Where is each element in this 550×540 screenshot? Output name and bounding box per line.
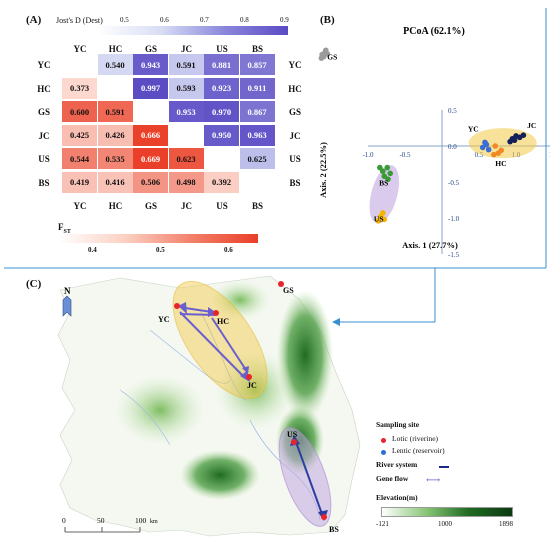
map-legend: Sampling site Lotic (riverine) Lentic (r… bbox=[376, 420, 546, 538]
scale-tick-50: 50 bbox=[97, 516, 105, 525]
mountain-ridge-southwest bbox=[180, 450, 260, 500]
north-arrow-icon bbox=[63, 296, 71, 316]
elevation-title: Elevation(m) bbox=[376, 493, 418, 502]
north-label: N bbox=[64, 286, 71, 296]
elevation-mid: 1000 bbox=[438, 520, 452, 528]
site-yc-label: YC bbox=[158, 315, 170, 324]
scale-tick-0: 0 bbox=[62, 516, 66, 525]
mountain-ridge-west bbox=[115, 375, 205, 445]
site-us-label: US bbox=[287, 430, 298, 439]
site-yc-marker bbox=[174, 303, 180, 309]
site-bs-label: BS bbox=[329, 525, 339, 534]
site-us-marker bbox=[291, 439, 297, 445]
site-jc-marker bbox=[246, 374, 252, 380]
gene-flow-swatch-icon: ⟷ bbox=[426, 475, 440, 486]
lentic-label: Lentic (reservoir) bbox=[392, 446, 445, 455]
scale-unit: km bbox=[150, 519, 158, 525]
river-system-swatch bbox=[439, 466, 449, 468]
gene-flow-label: Gene flow bbox=[376, 474, 408, 483]
river-system-label: River system bbox=[376, 460, 417, 469]
site-jc-label: JC bbox=[247, 381, 257, 390]
site-hc-label: HC bbox=[217, 317, 229, 326]
scale-bar bbox=[65, 527, 140, 532]
lentic-dot bbox=[381, 450, 386, 455]
site-bs-marker bbox=[321, 514, 327, 520]
scale-tick-100: 100 bbox=[135, 516, 147, 525]
lotic-label: Lotic (riverine) bbox=[392, 434, 438, 443]
site-hc-marker bbox=[213, 310, 219, 316]
site-gs-label: GS bbox=[283, 286, 294, 295]
sampling-site-title: Sampling site bbox=[376, 420, 419, 429]
lotic-dot bbox=[381, 438, 386, 443]
elevation-bar bbox=[381, 507, 513, 517]
elevation-min: -121 bbox=[376, 520, 389, 528]
elevation-max: 1898 bbox=[499, 520, 513, 528]
